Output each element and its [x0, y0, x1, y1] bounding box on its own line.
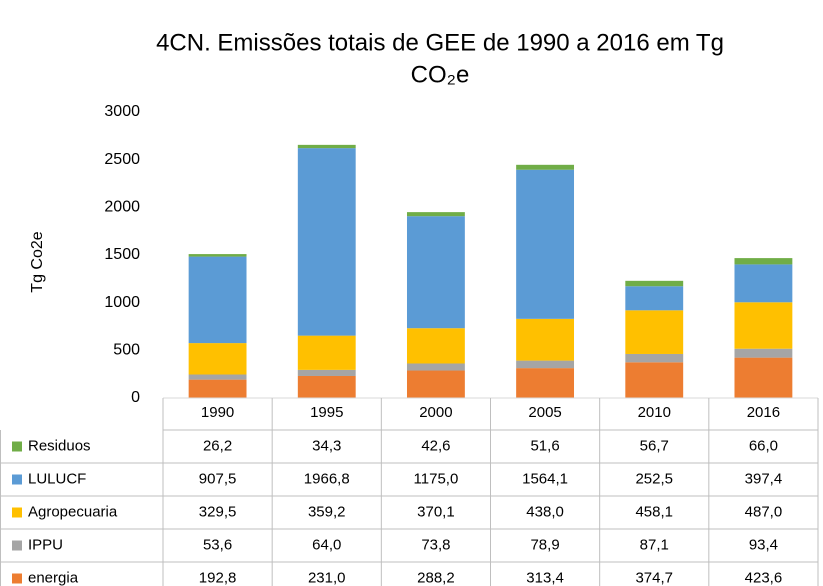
table-cell: 458,1: [635, 503, 673, 520]
bar-segment: [625, 362, 684, 398]
bar-segment: [734, 302, 793, 349]
table-cell: 192,8: [199, 569, 237, 586]
table-cell: 64,0: [312, 536, 341, 553]
legend-label: LULUCF: [28, 470, 86, 487]
table-cell: 26,2: [203, 437, 232, 454]
table-cell: 374,7: [635, 569, 673, 586]
table-cell: 252,5: [635, 470, 673, 487]
legend-key: [12, 507, 22, 518]
chart-title: CO₂e: [411, 61, 470, 88]
table-cell: 1966,8: [304, 470, 350, 487]
table-cell: 66,0: [749, 437, 778, 454]
x-tick-label: 2005: [528, 404, 561, 421]
legend-key: [12, 540, 22, 551]
table-cell: 231,0: [308, 569, 346, 586]
y-axis-label: Tg Co2e: [29, 231, 46, 292]
table-cell: 73,8: [421, 536, 450, 553]
bar-segment: [734, 357, 793, 398]
bar-segment: [297, 369, 356, 376]
bar-segment: [406, 328, 465, 364]
table-cell: 423,6: [745, 569, 783, 586]
legend-key: [12, 573, 22, 584]
table-cell: 42,6: [421, 437, 450, 454]
table-cell: 313,4: [526, 569, 564, 586]
table-cell: 78,9: [530, 536, 559, 553]
bar-segment: [188, 254, 247, 257]
bar-segment: [734, 264, 793, 303]
bar-segment: [406, 212, 465, 217]
table-cell: 487,0: [745, 503, 783, 520]
bar-segment: [406, 216, 465, 329]
bar-segment: [516, 169, 575, 319]
bar-segment: [625, 286, 684, 311]
bar-segment: [188, 343, 247, 375]
chart-title: 4CN. Emissões totais de GEE de 1990 a 20…: [156, 29, 724, 56]
bar-segment: [406, 363, 465, 371]
table-cell: 397,4: [745, 470, 783, 487]
table-cell: 438,0: [526, 503, 564, 520]
table-cell: 53,6: [203, 536, 232, 553]
bar-segment: [297, 335, 356, 370]
table-cell: 56,7: [640, 437, 669, 454]
bar-segment: [297, 148, 356, 336]
x-tick-label: 2000: [419, 404, 452, 421]
bar-segment: [625, 353, 684, 363]
y-tick-label: 3000: [104, 103, 140, 120]
y-tick-label: 500: [113, 342, 140, 359]
bar-segment: [625, 310, 684, 354]
table-cell: 1175,0: [414, 470, 459, 487]
table-cell: 1564,1: [522, 470, 568, 487]
table-cell: 87,1: [640, 536, 669, 553]
table-cell: 907,5: [199, 470, 237, 487]
x-tick-label: 2010: [638, 404, 671, 421]
bar-segment: [516, 368, 575, 398]
y-tick-label: 2000: [104, 199, 140, 216]
table-cell: 34,3: [312, 437, 341, 454]
table-cell: 370,1: [417, 503, 455, 520]
legend-label: IPPU: [28, 536, 63, 553]
table-cell: 288,2: [417, 569, 455, 586]
x-tick-label: 1995: [310, 404, 343, 421]
table-cell: 359,2: [308, 503, 346, 520]
bar-segment: [734, 258, 793, 265]
table-cell: 329,5: [199, 503, 237, 520]
bar-segment: [516, 318, 575, 361]
table-cell: 93,4: [749, 536, 778, 553]
bar-segment: [188, 379, 247, 398]
bar-segment: [734, 348, 793, 358]
bar-segment: [516, 360, 575, 369]
legend-label: Agropecuaria: [28, 503, 118, 520]
bar-segment: [297, 144, 356, 149]
y-tick-label: 1500: [104, 246, 140, 263]
legend-label: energia: [28, 569, 79, 586]
bar-segment: [188, 374, 247, 380]
bar-segment: [516, 164, 575, 170]
y-tick-label: 1000: [104, 294, 140, 311]
x-tick-label: 2016: [747, 404, 780, 421]
bar-segment: [625, 280, 684, 287]
bar-segment: [406, 370, 465, 398]
bar-segment: [297, 375, 356, 398]
legend-key: [12, 474, 22, 485]
y-tick-label: 2500: [104, 151, 140, 168]
x-tick-label: 1990: [201, 404, 234, 421]
legend-label: Residuos: [28, 437, 91, 454]
y-tick-label: 0: [131, 389, 140, 406]
bar-segment: [188, 256, 247, 344]
legend-key: [12, 441, 22, 452]
table-cell: 51,6: [530, 437, 559, 454]
